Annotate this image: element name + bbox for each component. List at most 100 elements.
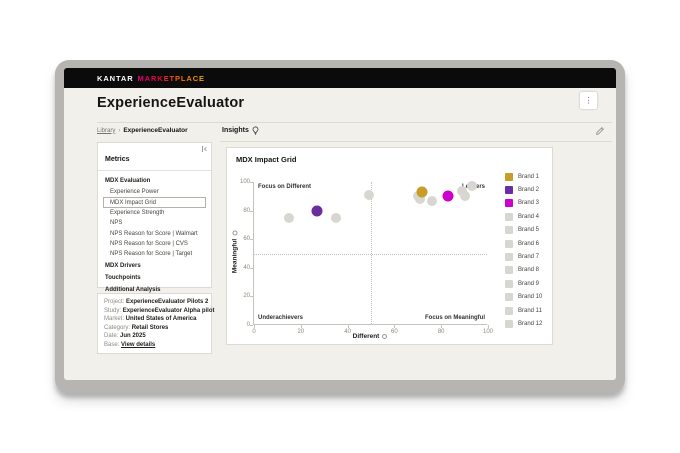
legend-row-brand-2[interactable]: Brand 2: [505, 183, 542, 196]
legend-row-brand-7[interactable]: Brand 7: [505, 250, 542, 263]
chart-title: MDX Impact Grid: [236, 155, 297, 164]
legend-swatch: [505, 253, 513, 262]
x-tick-mark: [300, 325, 302, 328]
sidebar-item-nps-reason-for-score-walmart[interactable]: NPS Reason for Score | Walmart: [110, 230, 198, 237]
app-window: KANTAR MARKETPLACE ExperienceEvaluator ⋮…: [64, 68, 616, 380]
legend-label: Brand 8: [518, 267, 540, 274]
insights-title: Insights: [222, 127, 249, 134]
project-info-value: ExperienceEvaluator Alpha pilot: [122, 307, 215, 314]
project-info-label: Market:: [104, 316, 126, 323]
chart-card: MDX Impact Grid Focus on Different Leade…: [226, 147, 553, 345]
legend-swatch: [505, 293, 513, 302]
legend-row-brand-10[interactable]: Brand 10: [505, 291, 542, 304]
data-point-brand-3[interactable]: [442, 190, 454, 202]
project-info-label: Project:: [104, 299, 127, 305]
legend-label: Brand 5: [518, 227, 540, 234]
project-info-label: Category:: [104, 324, 132, 331]
project-info-row: Category: Retail Stores: [104, 324, 205, 333]
title-divider: [97, 122, 612, 123]
sidebar-section-mdx-evaluation[interactable]: MDX Evaluation: [105, 178, 151, 184]
project-info-label: Base:: [104, 341, 122, 348]
legend-row-brand-3[interactable]: Brand 3: [505, 197, 542, 210]
legend-row-brand-1[interactable]: Brand 1: [505, 170, 542, 183]
x-tick-mark: [347, 325, 349, 328]
legend-row-brand-9[interactable]: Brand 9: [505, 277, 542, 290]
quadrant-label-bottom-left: Underachievers: [258, 315, 304, 321]
view-details-link[interactable]: View details: [121, 341, 156, 348]
legend-label: Brand 1: [518, 173, 540, 180]
y-tick-label: 100: [239, 179, 250, 185]
legend-label: Brand 11: [518, 307, 542, 314]
lightbulb-icon: [252, 126, 259, 135]
legend-swatch: [505, 279, 513, 288]
x-tick-mark: [254, 325, 255, 328]
quadrant-line-vertical: [371, 182, 372, 324]
data-point-brand-11[interactable]: [459, 191, 470, 202]
legend-row-brand-12[interactable]: Brand 12: [505, 317, 542, 330]
project-info-row: Study: ExperienceEvaluator Alpha pilot: [104, 307, 215, 316]
legend-swatch: [505, 319, 513, 328]
project-info-label: Study:: [104, 307, 123, 314]
legend-swatch: [505, 199, 513, 208]
breadcrumb-separator: ›: [118, 127, 121, 134]
kantar-logo: KANTAR: [97, 73, 134, 83]
sidebar-item-mdx-impact-grid[interactable]: MDX Impact Grid: [103, 197, 206, 208]
more-options-button[interactable]: ⋮: [580, 92, 597, 109]
y-tick-mark: [250, 325, 253, 326]
project-info-value: Retail Stores: [131, 324, 169, 331]
sidebar-section-touchpoints[interactable]: Touchpoints: [105, 274, 141, 281]
legend-row-brand-6[interactable]: Brand 6: [505, 237, 542, 250]
y-tick-label: 60: [243, 236, 250, 243]
info-icon[interactable]: [232, 230, 237, 236]
y-tick-label: 80: [243, 207, 250, 214]
legend-swatch: [505, 186, 513, 195]
sidebar-section-mdx-drivers[interactable]: MDX Drivers: [105, 262, 141, 269]
edit-icon[interactable]: [595, 126, 605, 136]
x-tick-label: 100: [482, 329, 494, 335]
legend-row-brand-8[interactable]: Brand 8: [505, 264, 542, 277]
metrics-panel: Metrics MDX Evaluation Experience Power MD…: [97, 142, 212, 293]
legend-label: Brand 2: [518, 187, 540, 194]
y-tick-mark: [250, 182, 253, 183]
data-point-brand-12[interactable]: [466, 181, 477, 192]
x-tick-mark: [394, 325, 396, 328]
y-axis-label: Meaningful: [230, 181, 240, 324]
data-point-brand-9[interactable]: [426, 195, 437, 206]
legend-swatch: [505, 306, 513, 315]
sidebar-item-nps-reason-for-score-target[interactable]: NPS Reason for Score | Target: [110, 251, 193, 258]
top-navigation-bar: KANTAR MARKETPLACE: [64, 68, 616, 88]
y-tick-mark: [250, 239, 253, 241]
x-tick-label: 60: [391, 329, 398, 335]
x-tick-label: 80: [437, 329, 445, 335]
data-point-brand-6[interactable]: [363, 189, 374, 200]
y-tick-label: 0: [246, 322, 250, 328]
legend-row-brand-11[interactable]: Brand 11: [505, 304, 542, 317]
info-icon[interactable]: [382, 334, 388, 339]
sidebar-item-nps-reason-for-score-cvs[interactable]: NPS Reason for Score | CVS: [110, 241, 188, 248]
scatter-plot-area: Focus on Different Leaders Underachiever…: [240, 179, 493, 335]
data-point-brand-1[interactable]: [416, 186, 428, 198]
data-point-brand-2[interactable]: [311, 205, 323, 217]
y-tick-label: 20: [243, 293, 250, 300]
breadcrumb-library-link[interactable]: Library: [97, 127, 116, 134]
x-tick-label: 0: [252, 329, 256, 335]
legend-swatch: [505, 172, 513, 181]
breadcrumb-current: ExperienceEvaluator: [123, 127, 188, 134]
sidebar-item-experience-strength[interactable]: Experience Strength: [110, 209, 165, 216]
data-point-brand-5[interactable]: [330, 212, 341, 223]
data-point-brand-8[interactable]: [415, 194, 426, 205]
data-point-brand-4[interactable]: [284, 212, 295, 223]
collapse-panel-icon[interactable]: [200, 145, 208, 153]
y-tick-mark: [250, 210, 253, 212]
quadrant-label-top-left: Focus on Different: [258, 184, 312, 190]
legend-row-brand-5[interactable]: Brand 5: [505, 224, 542, 237]
data-point-brand-10[interactable]: [457, 185, 468, 196]
sidebar-item-experience-power[interactable]: Experience Power: [110, 189, 159, 196]
sidebar-section-additional-analysis[interactable]: Additional Analysis: [105, 286, 161, 293]
project-info-row: Market: United States of America: [104, 315, 205, 324]
project-info-row: Date: Jun 2025: [104, 332, 205, 341]
sidebar-item-nps[interactable]: NPS: [110, 220, 123, 227]
legend-row-brand-4[interactable]: Brand 4: [505, 210, 542, 223]
y-tick-mark: [250, 296, 253, 298]
x-axis-label: Different: [253, 333, 487, 340]
